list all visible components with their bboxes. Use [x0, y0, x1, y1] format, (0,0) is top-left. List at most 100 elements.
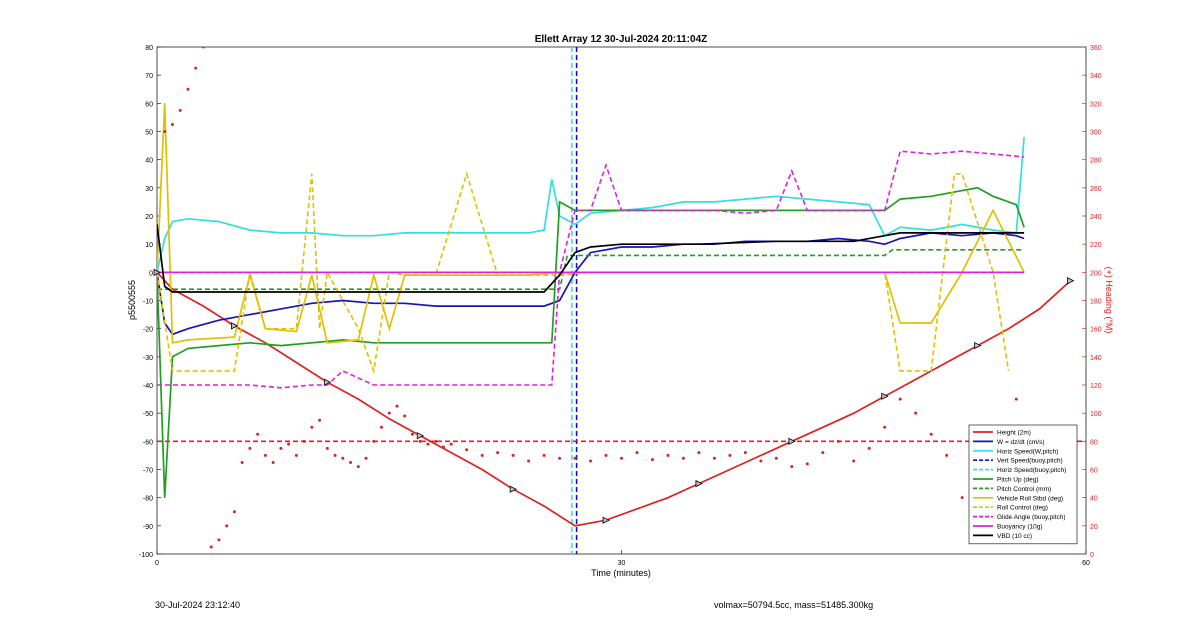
- heading-point: [264, 454, 267, 457]
- heading-point: [295, 454, 298, 457]
- heading-point: [682, 457, 685, 460]
- heading-point: [202, 46, 205, 49]
- heading-point: [272, 461, 275, 464]
- y-tick-label: -70: [143, 468, 153, 475]
- heading-point: [186, 88, 189, 91]
- y2-tick-label: 280: [1090, 158, 1102, 165]
- heading-point: [395, 405, 398, 408]
- heading-point: [434, 440, 437, 443]
- heading-point: [225, 524, 228, 527]
- heading-point: [481, 454, 484, 457]
- heading-point: [163, 130, 166, 133]
- plot-area: 80706050403020100-10-20-30-40-50-60-70-8…: [139, 45, 1102, 567]
- heading-point: [806, 462, 809, 465]
- height-marker: [1068, 278, 1074, 284]
- heading-point: [194, 67, 197, 70]
- heading-point: [256, 433, 259, 436]
- y2-tick-label: 20: [1090, 524, 1098, 531]
- heading-point: [419, 440, 422, 443]
- legend-entry: Pitch Control (mm): [997, 486, 1051, 493]
- x-axis-label: Time (minutes): [591, 568, 651, 578]
- y-tick-label: -30: [143, 355, 153, 362]
- y2-tick-label: 300: [1090, 130, 1102, 137]
- heading-point: [357, 465, 360, 468]
- legend-entry: Roll Control (deg): [997, 505, 1048, 512]
- legend-entry: Horiz Speed(buoy,pitch): [997, 467, 1066, 474]
- heading-point: [426, 443, 429, 446]
- series-line-6: [157, 250, 1024, 289]
- heading-point: [241, 461, 244, 464]
- heading-point: [279, 447, 282, 450]
- y2-tick-label: 160: [1090, 327, 1102, 334]
- heading-point: [651, 458, 654, 461]
- heading-point: [248, 447, 251, 450]
- legend-entry: Glide Angle (buoy,pitch): [997, 514, 1066, 521]
- y-tick-label: 20: [145, 214, 153, 221]
- y2-tick-label: 360: [1090, 45, 1102, 52]
- legend-entry: Vehicle Roll Stbd (deg): [997, 495, 1063, 502]
- heading-point: [310, 426, 313, 429]
- height-marker: [696, 481, 702, 487]
- heading-point: [179, 109, 182, 112]
- heading-point: [171, 123, 174, 126]
- heading-point: [334, 454, 337, 457]
- height-marker: [882, 393, 888, 399]
- y-axis-label: p5500555: [127, 280, 137, 320]
- y2-tick-label: 320: [1090, 101, 1102, 108]
- y-tick-label: 10: [145, 242, 153, 249]
- y-tick-label: 30: [145, 186, 153, 193]
- heading-point: [450, 443, 453, 446]
- footer-timestamp: 30-Jul-2024 23:12:40: [155, 600, 240, 610]
- heading-point: [666, 454, 669, 457]
- y2-tick-label: 80: [1090, 439, 1098, 446]
- heading-point: [899, 398, 902, 401]
- heading-point: [728, 454, 731, 457]
- heading-point: [961, 496, 964, 499]
- heading-point: [341, 457, 344, 460]
- x-tick-label: 30: [618, 560, 626, 567]
- heading-point: [512, 454, 515, 457]
- legend-entry: Pitch Up (deg): [997, 477, 1039, 484]
- heading-point: [790, 465, 793, 468]
- heading-point: [349, 461, 352, 464]
- heading-point: [558, 457, 561, 460]
- y-tick-label: 60: [145, 101, 153, 108]
- heading-point: [759, 460, 762, 463]
- heading-point: [287, 443, 290, 446]
- y2-tick-label: 0: [1090, 552, 1094, 559]
- y-tick-label: -10: [143, 299, 153, 306]
- heading-point: [465, 448, 468, 451]
- heading-point: [930, 433, 933, 436]
- y-tick-label: 50: [145, 130, 153, 137]
- legend-entry: W = dz/dt (cm/s): [997, 439, 1045, 446]
- y-tick-label: 70: [145, 73, 153, 80]
- series-line-11: [157, 224, 1024, 292]
- heading-point: [883, 426, 886, 429]
- heading-point: [372, 440, 375, 443]
- heading-point: [365, 457, 368, 460]
- heading-point: [403, 414, 406, 417]
- legend-entry: Vert Speed(buoy,pitch): [997, 458, 1063, 465]
- footer-volmax-mass: volmax=50794.5cc, mass=51485.300kg: [714, 600, 873, 610]
- legend-entry: VBD (10 cc): [997, 533, 1032, 540]
- y2-tick-label: 200: [1090, 270, 1102, 277]
- heading-point: [605, 454, 608, 457]
- heading-point: [635, 451, 638, 454]
- heading-point: [217, 538, 220, 541]
- y2-tick-label: 240: [1090, 214, 1102, 221]
- legend-entry: Horiz Speed(W,pitch): [997, 448, 1058, 455]
- heading-point: [527, 460, 530, 463]
- series-line-0: [157, 272, 1071, 526]
- heading-point: [852, 460, 855, 463]
- heading-point: [914, 412, 917, 415]
- height-marker: [789, 438, 795, 444]
- heading-point: [411, 433, 414, 436]
- x-tick-label: 60: [1082, 560, 1090, 567]
- heading-point: [945, 454, 948, 457]
- heading-point: [388, 412, 391, 415]
- x-tick-label: 0: [155, 560, 159, 567]
- heading-point: [713, 457, 716, 460]
- heading-point: [318, 419, 321, 422]
- y2-tick-label: 60: [1090, 468, 1098, 475]
